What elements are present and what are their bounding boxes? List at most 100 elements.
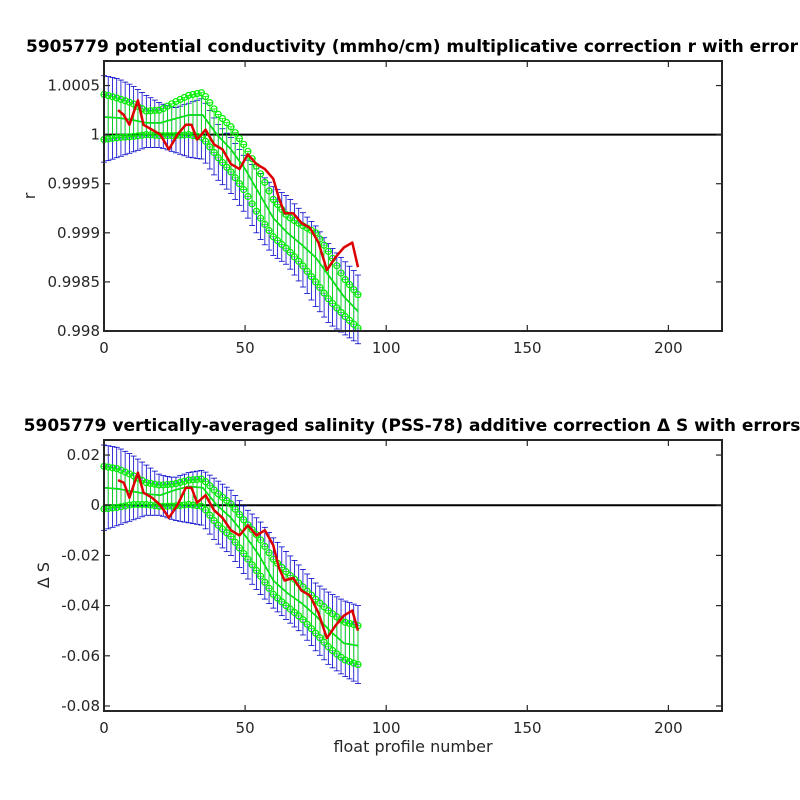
error-marker xyxy=(108,93,117,101)
error-marker xyxy=(257,170,265,178)
error-marker xyxy=(210,516,218,525)
error-marker xyxy=(320,603,328,611)
error-marker xyxy=(180,501,189,509)
error-marker xyxy=(146,479,155,488)
x-tick-label: 100 xyxy=(372,719,401,737)
error-marker xyxy=(240,549,248,558)
error-marker xyxy=(269,590,277,598)
error-marker xyxy=(240,140,248,149)
fit-line xyxy=(103,114,359,312)
error-marker xyxy=(337,269,345,277)
x-tick-label: 0 xyxy=(99,339,109,357)
error-marker xyxy=(278,598,286,606)
x-tick-label: 150 xyxy=(513,339,542,357)
error-marker xyxy=(316,283,324,292)
series-fit-with-2x-error-bars xyxy=(101,75,361,345)
error-marker xyxy=(341,618,349,626)
error-marker xyxy=(206,511,214,519)
error-marker xyxy=(282,244,290,252)
error-marker xyxy=(214,521,222,529)
error-marker xyxy=(265,549,273,557)
error-marker xyxy=(223,163,231,171)
series-profile-estimate xyxy=(117,471,360,640)
error-marker xyxy=(252,566,260,575)
error-marker xyxy=(113,465,121,473)
error-marker xyxy=(231,129,239,137)
error-marker xyxy=(252,207,260,215)
error-marker xyxy=(341,312,349,321)
y-tick-label: -0.04 xyxy=(61,597,100,615)
error-marker xyxy=(303,267,311,275)
error-marker xyxy=(146,501,155,509)
error-marker xyxy=(121,97,129,105)
error-marker xyxy=(282,568,290,576)
error-marker xyxy=(244,555,252,563)
error-marker xyxy=(235,544,244,552)
error-marker xyxy=(350,659,358,667)
error-marker xyxy=(185,91,193,99)
error-marker xyxy=(303,620,311,628)
error-marker xyxy=(316,634,324,642)
y-tick-label: 1 xyxy=(90,126,100,144)
error-marker xyxy=(134,132,142,140)
error-marker xyxy=(214,154,222,162)
series-fit-with-1x-error-bars xyxy=(100,89,362,332)
error-marker xyxy=(273,236,282,245)
profile-line xyxy=(117,471,360,640)
error-marker xyxy=(172,479,180,488)
top-axes-box xyxy=(103,60,723,332)
error-marker xyxy=(231,505,239,513)
error-marker xyxy=(176,478,184,487)
error-marker xyxy=(125,470,133,478)
error-marker xyxy=(248,200,256,208)
error-marker xyxy=(320,638,328,646)
error-marker xyxy=(282,210,290,219)
error-marker xyxy=(257,536,265,544)
error-marker xyxy=(185,500,193,509)
error-marker xyxy=(345,316,354,324)
bottom-y-axis-label: Δ S xyxy=(34,562,53,588)
error-marker xyxy=(227,168,235,176)
error-marker xyxy=(206,99,214,107)
error-marker xyxy=(261,220,269,228)
error-marker xyxy=(333,304,341,312)
y-tick-label: 0.9995 xyxy=(48,175,101,193)
error-marker xyxy=(299,616,307,624)
x-tick-label: 50 xyxy=(236,339,255,357)
error-marker xyxy=(324,247,332,255)
error-marker xyxy=(113,503,121,512)
error-marker xyxy=(333,262,341,270)
error-marker xyxy=(108,464,117,472)
error-marker xyxy=(223,496,231,505)
error-marker xyxy=(151,502,159,510)
error-marker xyxy=(117,503,125,511)
error-marker xyxy=(307,273,316,281)
error-marker xyxy=(214,110,222,119)
error-marker xyxy=(337,308,345,316)
error-marker xyxy=(341,656,349,664)
x-tick-label: 200 xyxy=(654,719,683,737)
error-marker xyxy=(235,180,244,188)
bottom-plot-area xyxy=(100,444,722,684)
error-marker xyxy=(218,525,227,533)
error-marker xyxy=(265,187,273,195)
error-marker xyxy=(354,660,362,669)
error-marker xyxy=(345,281,354,289)
error-marker xyxy=(244,192,252,201)
error-marker xyxy=(104,463,112,471)
error-marker xyxy=(278,240,286,249)
error-marker xyxy=(117,466,125,474)
error-marker xyxy=(290,253,299,261)
error-marker xyxy=(320,289,328,297)
x-tick-label: 0 xyxy=(99,719,109,737)
error-marker xyxy=(257,572,265,580)
error-marker xyxy=(138,131,146,139)
error-marker xyxy=(227,533,235,541)
top-y-axis-label: r xyxy=(20,192,39,199)
error-marker xyxy=(299,262,307,270)
error-marker xyxy=(244,521,252,529)
error-marker xyxy=(240,186,248,194)
error-marker xyxy=(218,114,227,123)
error-marker xyxy=(257,214,265,222)
error-marker xyxy=(121,468,129,476)
